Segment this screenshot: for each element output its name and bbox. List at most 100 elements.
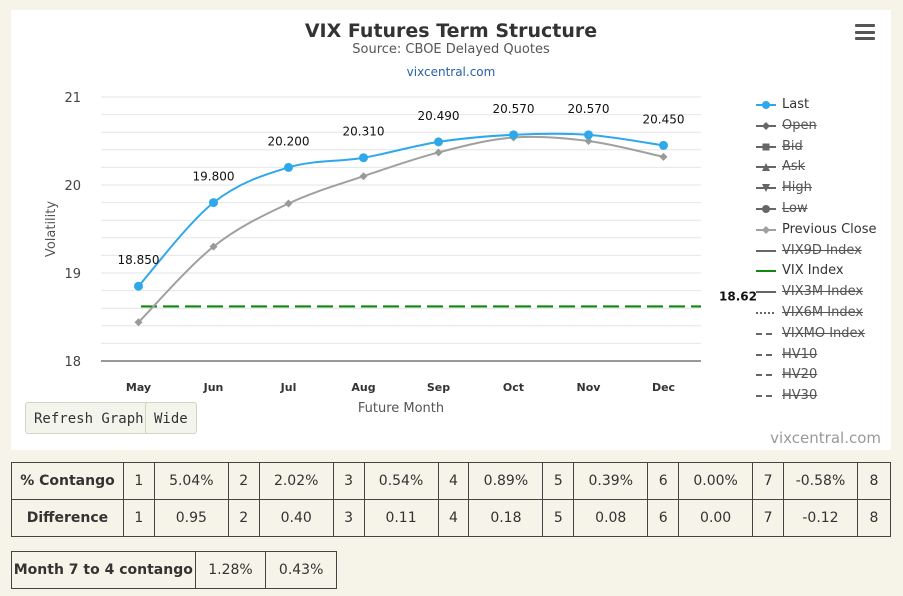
legend-item-low[interactable]: Low: [756, 200, 896, 220]
legend-label: VIXMO Index: [782, 325, 866, 341]
legend-label: VIX3M Index: [782, 284, 864, 300]
last-data-label: 19.800: [193, 170, 235, 184]
legend-label: High: [782, 180, 812, 196]
x-tick-label: Jul: [280, 381, 297, 394]
previous-close-point: [134, 318, 143, 327]
legend-symbol-icon: [756, 291, 776, 294]
legend-item-vix-index[interactable]: VIX Index: [756, 262, 896, 282]
legend-item-previous-close[interactable]: Previous Close: [756, 221, 896, 241]
table-row: % Contango 1 5.04% 2 2.02% 3 0.54% 4 0.89% 5 0.39%…: [11, 462, 892, 500]
value-cell: 0.18: [468, 499, 544, 537]
legend-symbol-icon: [756, 184, 776, 193]
last-point: [134, 281, 143, 291]
last-point: [509, 130, 518, 140]
month-number-cell: 5: [542, 499, 575, 537]
row-label: % Contango: [11, 462, 124, 500]
y-tick-label: 18: [64, 355, 81, 370]
legend-symbol-icon: [756, 395, 776, 398]
value-cell: 2.02%: [258, 462, 334, 500]
legend-item-high[interactable]: High: [756, 179, 896, 199]
last-data-label: 20.570: [568, 102, 610, 116]
previous-close-point: [434, 148, 443, 157]
legend-item-ask[interactable]: Ask: [756, 158, 896, 178]
legend-label: VIX9D Index: [782, 242, 862, 258]
last-point: [359, 153, 368, 163]
previous-close-line: [137, 135, 664, 323]
month-number-cell: 1: [122, 462, 155, 500]
legend-label: VIX6M Index: [782, 305, 864, 320]
last-data-label: 20.200: [268, 134, 310, 148]
legend-symbol-icon: [756, 143, 776, 151]
value-cell: 0.40: [258, 499, 334, 537]
legend-item-hv10[interactable]: HV10: [756, 346, 896, 366]
x-tick-label: Aug: [351, 381, 375, 394]
value-cell: 0.54%: [363, 462, 439, 500]
previous-close-point: [209, 242, 218, 251]
legend-label: HV20: [782, 367, 818, 383]
month-number-cell: 8: [856, 499, 892, 537]
month-number-cell: 4: [437, 499, 470, 537]
legend-item-hv30[interactable]: HV30: [756, 387, 896, 407]
legend-label: Ask: [782, 159, 806, 175]
refresh-graph-button[interactable]: Refresh Graph: [25, 402, 153, 434]
previous-close-point: [359, 172, 368, 181]
x-tick-label: Oct: [503, 381, 524, 394]
legend-label: Bid: [782, 138, 803, 154]
x-tick-label: Dec: [652, 381, 675, 394]
table-row: Month 7 to 4 contango 1.28% 0.43%: [11, 551, 337, 589]
y-tick-label: 20: [64, 179, 81, 194]
y-axis-title: Volatility: [44, 201, 59, 257]
legend-symbol-icon: [756, 205, 776, 213]
value-cell: 0.11: [363, 499, 439, 537]
legend-item-last[interactable]: Last: [756, 96, 896, 116]
legend-item-vix6m-index[interactable]: VIX6M Index: [756, 304, 896, 324]
month-number-cell: 3: [332, 462, 365, 500]
legend-label: Previous Close: [782, 221, 877, 237]
legend-symbol-icon: [756, 249, 776, 252]
last-point: [584, 130, 593, 140]
legend-symbol-icon: [756, 121, 776, 130]
table-row: Difference 1 0.95 2 0.40 3 0.11 4 0.18 5 0.08 6 0.00…: [11, 499, 892, 537]
chart-credit[interactable]: vixcentral.com: [770, 429, 881, 447]
legend-item-vix3m-index[interactable]: VIX3M Index: [756, 283, 896, 303]
legend-label: Last: [782, 97, 810, 112]
legend-item-bid[interactable]: Bid: [756, 138, 896, 158]
value-cell: 0.08: [573, 499, 649, 537]
last-point: [284, 162, 293, 172]
previous-close-point: [284, 199, 293, 208]
legend-symbol-icon: [756, 163, 776, 172]
month-number-cell: 1: [122, 499, 155, 537]
month-number-cell: 2: [227, 462, 260, 500]
chart-source-link[interactable]: vixcentral.com: [406, 65, 496, 79]
value-cell: 0.95: [153, 499, 229, 537]
x-axis-title: Future Month: [358, 401, 444, 416]
chart-panel: 18 19 20 21 May Jun Jul Aug Sep Oct Nov Dec Future M…: [11, 10, 891, 450]
last-point: [434, 137, 443, 147]
wide-button[interactable]: Wide: [145, 402, 197, 434]
contango-table: % Contango 1 5.04% 2 2.02% 3 0.54% 4 0.89% 5 0.39%…: [11, 462, 892, 537]
x-tick-label: Nov: [577, 381, 602, 394]
value-cell: 0.39%: [573, 462, 649, 500]
legend-symbol-icon: [756, 101, 776, 109]
legend-symbol-icon: [756, 312, 776, 314]
chart-plot: 18 19 20 21 May Jun Jul Aug Sep Oct Nov Dec Future M…: [44, 91, 757, 416]
legend-label: HV10: [782, 346, 818, 362]
previous-close-point: [584, 137, 593, 145]
legend-item-vixmo-index[interactable]: VIXMO Index: [756, 325, 896, 345]
legend-item-hv20[interactable]: HV20: [756, 366, 896, 386]
hamburger-menu-icon[interactable]: [855, 24, 875, 40]
chart-title: VIX Futures Term Structure: [304, 20, 598, 42]
value-cell: 5.04%: [153, 462, 229, 500]
value-cell: 0.89%: [468, 462, 544, 500]
month-number-cell: 7: [752, 462, 785, 500]
legend-symbol-icon: [756, 374, 776, 377]
month-number-cell: 3: [332, 499, 365, 537]
month-number-cell: 6: [647, 462, 680, 500]
legend-item-vix9d-index[interactable]: VIX9D Index: [756, 242, 896, 262]
legend-label: HV30: [782, 388, 818, 404]
vix-index-label: 18.62: [719, 289, 757, 303]
x-tick-label: Jun: [203, 381, 224, 394]
month-contango-table: Month 7 to 4 contango 1.28% 0.43%: [11, 551, 337, 589]
legend-item-open[interactable]: Open: [756, 117, 896, 137]
last-point: [659, 140, 668, 150]
